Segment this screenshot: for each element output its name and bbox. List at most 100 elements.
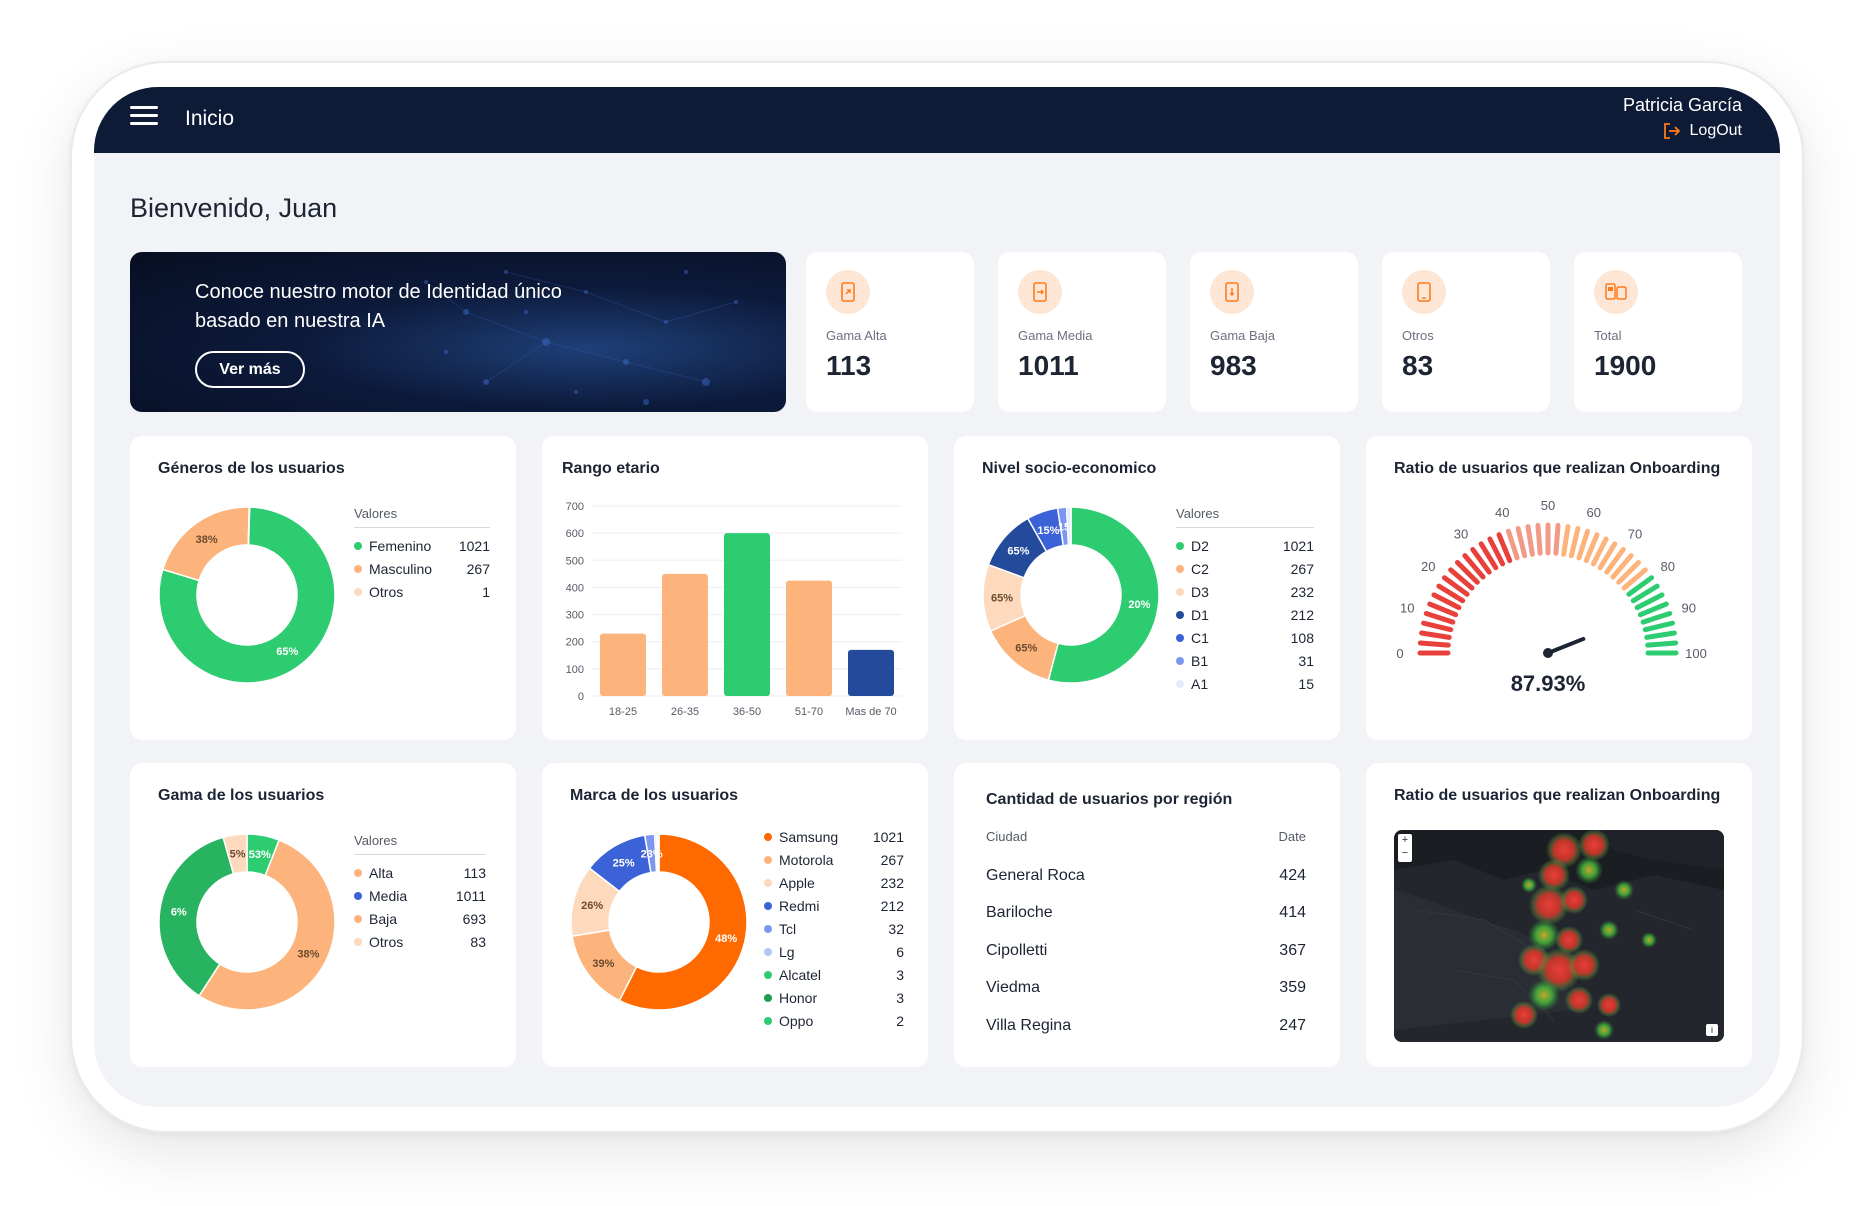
legend-value: 32 [888, 920, 904, 937]
legend-item-b1[interactable]: B1 31 [1176, 649, 1314, 672]
network-graphic [424, 270, 738, 405]
gauge-tick [1583, 532, 1600, 564]
user-name: Patricia García [1622, 95, 1742, 115]
table-row[interactable]: Cipolletti 367 [986, 932, 1306, 970]
gauge-tick [1427, 601, 1459, 618]
donut-slice-otros[interactable] [222, 833, 248, 875]
legend-name: Femenino [369, 537, 432, 554]
legend-item-otros[interactable]: Otros 1 [354, 580, 490, 603]
legend-item-alta[interactable]: Alta 113 [354, 861, 486, 884]
map-info-icon[interactable]: i [1706, 1024, 1718, 1036]
legend-item-c2[interactable]: C2 267 [1176, 557, 1314, 580]
legend-name: D3 [1191, 583, 1209, 600]
donut-slice-otros[interactable] [247, 506, 251, 546]
legend-value: 108 [1290, 629, 1314, 646]
donut-slice-femenino[interactable] [158, 506, 336, 684]
legend-item-c1[interactable]: C1 108 [1176, 626, 1314, 649]
phone-arrow-right-icon [1018, 270, 1062, 314]
legend-item-a1[interactable]: A1 15 [1176, 672, 1314, 695]
legend-item-samsung[interactable]: Samsung 1021 [764, 825, 904, 848]
legend-item-masculino[interactable]: Masculino 267 [354, 557, 490, 580]
bar-51-70[interactable] [786, 580, 832, 696]
gauge-tick [1553, 522, 1561, 556]
legend-dot [764, 901, 772, 910]
legend-dot [764, 832, 772, 841]
donut-slice-media[interactable] [198, 839, 336, 1011]
legend-value: 1021 [1282, 537, 1314, 554]
table-row[interactable]: Villa Regina 247 [986, 1007, 1306, 1045]
legend-item-d3[interactable]: D3 232 [1176, 580, 1314, 603]
stat-value: 113 [826, 350, 872, 381]
logout-icon [1663, 123, 1680, 139]
legend-dot [764, 878, 772, 887]
hamburger-menu-icon[interactable] [130, 106, 158, 128]
donut-slice-baja[interactable] [158, 836, 235, 997]
donut-slice-d2[interactable] [1047, 506, 1160, 684]
legend-item-apple[interactable]: Apple 232 [764, 871, 904, 894]
map-zoom-control[interactable]: + − [1398, 834, 1412, 862]
donut-slice-a1[interactable] [1065, 506, 1072, 546]
legend-item-alcatel[interactable]: Alcatel 3 [764, 963, 904, 986]
gauge-tick [1621, 567, 1648, 591]
legend-item-tcl[interactable]: Tcl 32 [764, 917, 904, 940]
donut-slice-samsung[interactable] [618, 833, 748, 1011]
legend-item-femenino[interactable]: Femenino 1021 [354, 534, 490, 557]
gauge-tick [1454, 559, 1480, 585]
heatmap-map[interactable]: + − i [1394, 830, 1724, 1042]
gauge-tick [1616, 559, 1642, 585]
legend-item-oppo[interactable]: Oppo 2 [764, 1009, 904, 1032]
ver-mas-button[interactable]: Ver más [195, 351, 305, 388]
gauge-tick [1505, 528, 1520, 561]
city-value: 359 [1279, 979, 1306, 997]
donut-slice-oppo[interactable] [657, 833, 660, 873]
legend-dot [354, 914, 362, 923]
generos-legend: Valores Femenino 1021 Masculino 267 Otros 1 [354, 506, 490, 603]
legend-item-motorola[interactable]: Motorola 267 [764, 848, 904, 871]
bar-mas-de-70[interactable] [848, 649, 894, 696]
gauge-tick [1645, 640, 1679, 648]
legend-name: Baja [369, 910, 398, 927]
legend-dot [354, 587, 362, 596]
gauge-tick-label: 30 [1454, 526, 1468, 541]
x-tick-label: Mas de 70 [845, 706, 896, 718]
legend-item-otros[interactable]: Otros 83 [354, 930, 486, 953]
logout-button[interactable]: LogOut [1662, 121, 1742, 141]
legend-item-baja[interactable]: Baja 693 [354, 907, 486, 930]
gauge-tick [1610, 553, 1634, 580]
legend-item-honor[interactable]: Honor 3 [764, 986, 904, 1009]
legend-item-lg[interactable]: Lg 6 [764, 940, 904, 963]
legend-name: Otros [369, 933, 404, 950]
gauge-tick-label: 10 [1400, 600, 1414, 615]
marca-legend: Samsung 1021 Motorola 267 Apple 232 Redmi 212 Tc… [764, 825, 904, 1032]
phone-arrow-up-icon [826, 270, 870, 314]
card-marca: Marca de los usuarios 48% 39% 26% 25% 23% Sa… [542, 763, 928, 1067]
table-row[interactable]: Viedma 359 [986, 970, 1306, 1008]
table-row[interactable]: General Roca 424 [986, 857, 1306, 895]
legend-value: 1011 [455, 887, 486, 904]
card-heatmap: Ratio de usuarios que realizan Onboardin… [1366, 763, 1752, 1067]
gauge-tick-label: 60 [1587, 505, 1601, 520]
legend-value: 15 [1298, 675, 1314, 692]
page-title: Inicio [185, 107, 235, 130]
legend-item-media[interactable]: Media 1011 [354, 884, 486, 907]
stat-card-gama-alta: Gama Alta 113 [806, 252, 974, 412]
legend-item-redmi[interactable]: Redmi 212 [764, 894, 904, 917]
table-row[interactable]: Bariloche 414 [986, 895, 1306, 933]
legend-name: Tcl [779, 920, 797, 937]
gauge-tick [1634, 592, 1665, 611]
legend-name: Masculino [369, 560, 433, 577]
card-region: Cantidad de usuarios por región Ciudad D… [954, 763, 1340, 1067]
top-bar: Inicio Patricia García LogOut [94, 87, 1780, 153]
city-value: 414 [1279, 904, 1306, 922]
legend-name: D1 [1191, 606, 1209, 623]
bar-26-35[interactable] [662, 573, 708, 696]
card-title: Cantidad de usuarios por región [986, 791, 1233, 808]
bar-18-25[interactable] [600, 633, 646, 696]
onboarding-gauge-chart: 0 10 20 30 40 50 60 70 80 90 100 87.93% [1396, 498, 1706, 696]
legend-value: 3 [896, 966, 904, 983]
slice-label: 65% [276, 646, 298, 658]
legend-item-d1[interactable]: D1 212 [1176, 603, 1314, 626]
legend-item-d2[interactable]: D2 1021 [1176, 534, 1314, 557]
gauge-tick [1640, 610, 1673, 625]
bar-36-50[interactable] [724, 533, 770, 696]
